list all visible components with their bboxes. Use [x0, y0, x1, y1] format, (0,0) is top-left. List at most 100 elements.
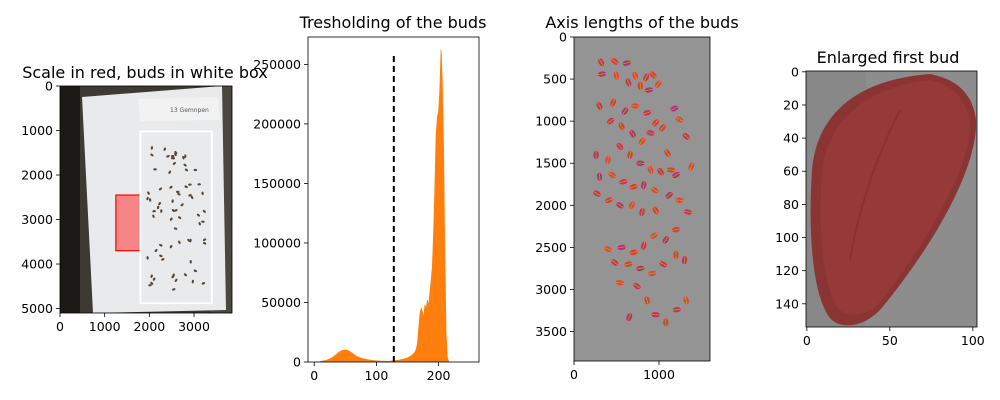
labeled-bud: [670, 105, 679, 112]
seed-mark: [158, 201, 161, 206]
chart-title: Tresholding of the buds: [299, 13, 487, 32]
labeled-bud: [627, 150, 633, 159]
labeled-bud: [672, 307, 682, 313]
seed-mark: [190, 195, 194, 200]
seed-mark: [202, 238, 207, 242]
seed-mark: [171, 208, 175, 212]
labeled-bud: [616, 142, 624, 151]
chart-title: Axis lengths of the buds: [545, 13, 738, 32]
seed-mark: [152, 210, 156, 213]
axes-frame: [307, 36, 480, 363]
x-tick-label: 200: [427, 368, 451, 383]
chart-title: Enlarged first bud: [817, 48, 960, 67]
axes-frame: [59, 85, 233, 314]
labeled-bud: [673, 250, 679, 260]
labeled-bud: [596, 172, 603, 181]
labeled-bud: [616, 202, 624, 209]
labeled-bud: [617, 244, 626, 251]
seed-mark: [178, 216, 182, 219]
seed-mark: [174, 209, 178, 212]
seed-mark: [152, 214, 155, 219]
labeled-bud: [648, 270, 657, 277]
x-tick-label: 0: [310, 368, 318, 383]
histogram-area: [320, 50, 449, 362]
y-tick-label: 60: [783, 164, 799, 179]
labeled-bud: [654, 80, 662, 88]
seed-mark: [150, 274, 153, 278]
labeled-bud: [671, 227, 681, 233]
labeled-bud: [683, 209, 693, 215]
labeled-bud: [629, 129, 636, 138]
labeled-bud: [683, 296, 689, 305]
panel-enlarged-bud: Enlarged first bud 0 50 100 0 20 40 60 80 100 120…: [775, 48, 985, 348]
y-tick-label: 0: [559, 30, 567, 45]
labeled-bud: [681, 255, 688, 265]
y-tick-label: 500: [543, 72, 567, 87]
seed-mark: [149, 198, 152, 202]
labeled-bud: [604, 197, 613, 204]
labeled-bud: [659, 261, 668, 268]
seed-mark: [154, 248, 158, 253]
seed-mark: [173, 227, 178, 230]
y-tick-label: 0: [45, 79, 53, 94]
labeled-bud: [652, 119, 660, 127]
seed-mark: [197, 183, 201, 186]
labeled-bud: [651, 312, 660, 318]
panel-axis-lengths: Axis lengths of the buds 0 1000 0 500 1000 15…: [535, 13, 738, 382]
x-tick-label: 1000: [89, 319, 121, 334]
labeled-bud: [596, 102, 603, 110]
labeled-bud: [626, 313, 633, 322]
labeled-bud: [665, 191, 673, 199]
seed-mark: [159, 254, 163, 258]
labeled-bud: [636, 160, 645, 166]
labeled-bud: [636, 265, 645, 272]
labeled-bud: [605, 155, 611, 165]
seed-mark: [175, 190, 180, 193]
labeled-bud: [637, 81, 643, 91]
labeled-bud: [675, 116, 684, 123]
y-tick-label: 1000: [535, 114, 567, 129]
y-tick-label: 80: [783, 197, 799, 212]
seed-mark: [188, 194, 192, 197]
seed-mark: [188, 183, 192, 186]
labeled-bud: [608, 171, 617, 179]
labeled-bud: [675, 197, 684, 203]
labeled-bud: [629, 184, 638, 190]
seed-mark: [168, 170, 171, 174]
axis-ticks: 0 1000 2000 3000 0 1000 2000 3000 4000 5000: [21, 79, 210, 335]
y-tick-label: 40: [783, 131, 799, 146]
seed-mark: [189, 259, 192, 264]
chart-title: Scale in red, buds in white box: [22, 63, 268, 82]
panel-scale-photo: Scale in red, buds in white box 13 Gemnp…: [21, 63, 268, 334]
y-tick-label: 3500: [535, 324, 567, 339]
labeled-bud: [632, 71, 639, 80]
seed-mark: [169, 185, 173, 189]
y-tick-label: 50000: [261, 295, 301, 310]
seed-mark: [172, 162, 176, 165]
seed-mark: [198, 221, 201, 226]
buds-box-white: [139, 130, 213, 305]
y-tick-label: 150000: [253, 176, 301, 191]
seed-mark: [150, 146, 153, 150]
seed-mark: [202, 209, 206, 213]
seed-mark: [163, 147, 166, 151]
seed-mark: [184, 185, 188, 189]
labeled-bud: [633, 282, 641, 290]
photo-image: 13 Gemnpen: [60, 86, 232, 313]
axis-ticks: 0 50 100 0 20 40 60 80 100 120 140: [775, 64, 985, 348]
svg-text:13 Gemnpen: 13 Gemnpen: [170, 107, 209, 114]
y-tick-label: 100: [775, 230, 799, 245]
labeled-bud: [663, 318, 669, 327]
labeled-bud: [611, 259, 619, 266]
y-tick-label: 140: [775, 296, 799, 311]
labeled-bud: [644, 87, 653, 93]
seed-mark: [171, 199, 174, 203]
labeled-bud: [625, 78, 632, 87]
labeled-bud: [618, 122, 625, 131]
labeled-bud: [643, 109, 652, 116]
y-tick-label: 2500: [535, 240, 567, 255]
labeled-bud: [662, 235, 669, 244]
scale-box-red: [115, 194, 142, 252]
seed-mark: [161, 258, 165, 261]
